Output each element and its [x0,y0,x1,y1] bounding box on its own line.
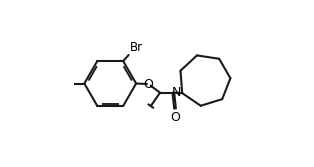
Text: N: N [171,86,181,99]
Text: Br: Br [130,41,143,54]
Text: O: O [144,78,154,91]
Text: O: O [170,111,180,124]
